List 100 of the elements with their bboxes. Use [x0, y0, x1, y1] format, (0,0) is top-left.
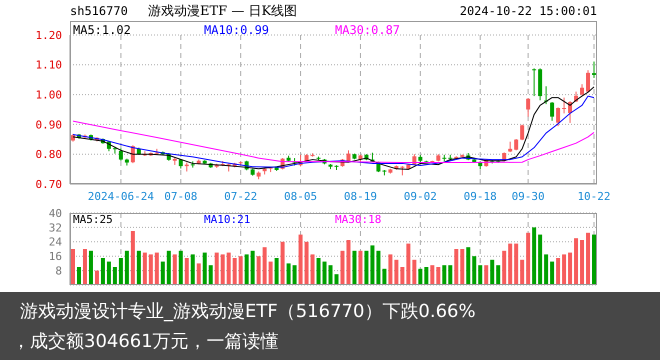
x-tick-label: 10-22 — [577, 190, 611, 203]
bar — [274, 258, 279, 285]
bar — [418, 268, 422, 285]
candlestick — [580, 84, 584, 96]
bar — [148, 254, 153, 285]
bar — [586, 232, 590, 285]
bar — [370, 245, 374, 285]
bar — [580, 240, 584, 285]
bar — [184, 258, 189, 285]
candlestick — [400, 166, 404, 176]
candlestick — [562, 97, 566, 114]
bar — [400, 267, 404, 285]
bar — [376, 250, 380, 285]
bar — [190, 254, 195, 285]
bar — [268, 262, 273, 285]
bar — [352, 250, 356, 285]
y-tick-label: 0.70 — [36, 178, 62, 191]
bar — [436, 267, 440, 285]
candlestick — [514, 138, 518, 151]
y-tick-label: 8 — [55, 264, 62, 278]
bar — [244, 254, 249, 285]
text: MA5:1.02 — [73, 23, 132, 37]
bar — [112, 267, 117, 285]
bar — [100, 258, 105, 285]
bar — [556, 258, 560, 285]
bar — [496, 265, 500, 285]
text: sh516770 — [70, 4, 128, 18]
text: MA10:0.99 — [204, 23, 270, 37]
bar — [142, 252, 147, 285]
x-tick-label: 07-22 — [224, 190, 258, 203]
bar — [478, 265, 482, 285]
bar — [502, 250, 506, 285]
y-tick-label: 0.90 — [36, 118, 62, 132]
bar — [538, 234, 542, 285]
text: MA30:0.87 — [335, 23, 402, 37]
bar — [226, 252, 231, 285]
bar — [178, 250, 183, 285]
y-tick-label: 1.00 — [36, 88, 62, 102]
bar — [304, 242, 309, 285]
y-tick-label: 24 — [48, 236, 62, 249]
bar — [94, 270, 99, 285]
x-tick-label: 09-18 — [464, 190, 497, 203]
bar — [262, 247, 267, 285]
bar — [166, 250, 171, 285]
bar — [346, 240, 350, 285]
bar — [292, 265, 297, 285]
candlestick — [556, 106, 560, 127]
bar — [520, 260, 524, 285]
candlestick — [520, 124, 524, 141]
bar — [250, 250, 255, 285]
y-tick-label: 0.80 — [36, 148, 62, 162]
bar — [430, 265, 434, 285]
bar — [340, 250, 344, 285]
caption-banner: 游戏动漫设计专业_游戏动漫ETF（516770）下跌0.66% ，成交额304661万元，一篇读懂 — [0, 292, 660, 360]
bar — [214, 252, 219, 285]
bar — [82, 249, 87, 285]
bar — [322, 262, 327, 285]
bar — [514, 244, 518, 285]
chart-title: 游戏动漫ETF — 日K线图 — [148, 3, 298, 20]
bar — [196, 263, 201, 285]
bar — [118, 258, 123, 285]
bar — [442, 265, 446, 285]
candlestick — [586, 70, 590, 93]
bar — [316, 258, 321, 285]
bar — [71, 249, 75, 285]
x-tick-label: 07-08 — [164, 190, 198, 203]
text: 2024-10-22 15:00:01 — [460, 4, 597, 18]
candlestick — [532, 68, 536, 97]
bar — [592, 234, 596, 285]
bar — [526, 232, 530, 285]
bar — [364, 250, 368, 285]
bar — [298, 234, 303, 285]
bar — [106, 262, 111, 285]
bar — [280, 242, 285, 285]
bar — [172, 254, 177, 285]
bar — [574, 238, 578, 285]
bar — [88, 250, 93, 285]
bar — [568, 252, 572, 285]
annotation: MA10:21 — [204, 213, 252, 226]
bar — [154, 252, 159, 285]
bar — [412, 260, 416, 285]
bar — [454, 249, 458, 285]
bar — [358, 250, 362, 285]
bar — [256, 256, 261, 285]
bar — [424, 267, 428, 285]
x-tick-label: 2024-06-24 — [88, 190, 154, 203]
annotation: MA5:25 — [73, 213, 114, 226]
y-tick-label: 16 — [48, 250, 62, 264]
bar — [460, 249, 464, 285]
bar — [220, 254, 225, 285]
bar — [76, 267, 81, 285]
bar — [232, 258, 237, 285]
y-tick-label: 40 — [48, 206, 62, 220]
bar — [448, 265, 452, 285]
candlestick — [118, 148, 123, 162]
bar — [334, 274, 338, 285]
bar — [124, 250, 129, 285]
y-tick-label: 1.20 — [36, 28, 62, 42]
bar — [328, 265, 333, 285]
bar — [532, 227, 536, 285]
